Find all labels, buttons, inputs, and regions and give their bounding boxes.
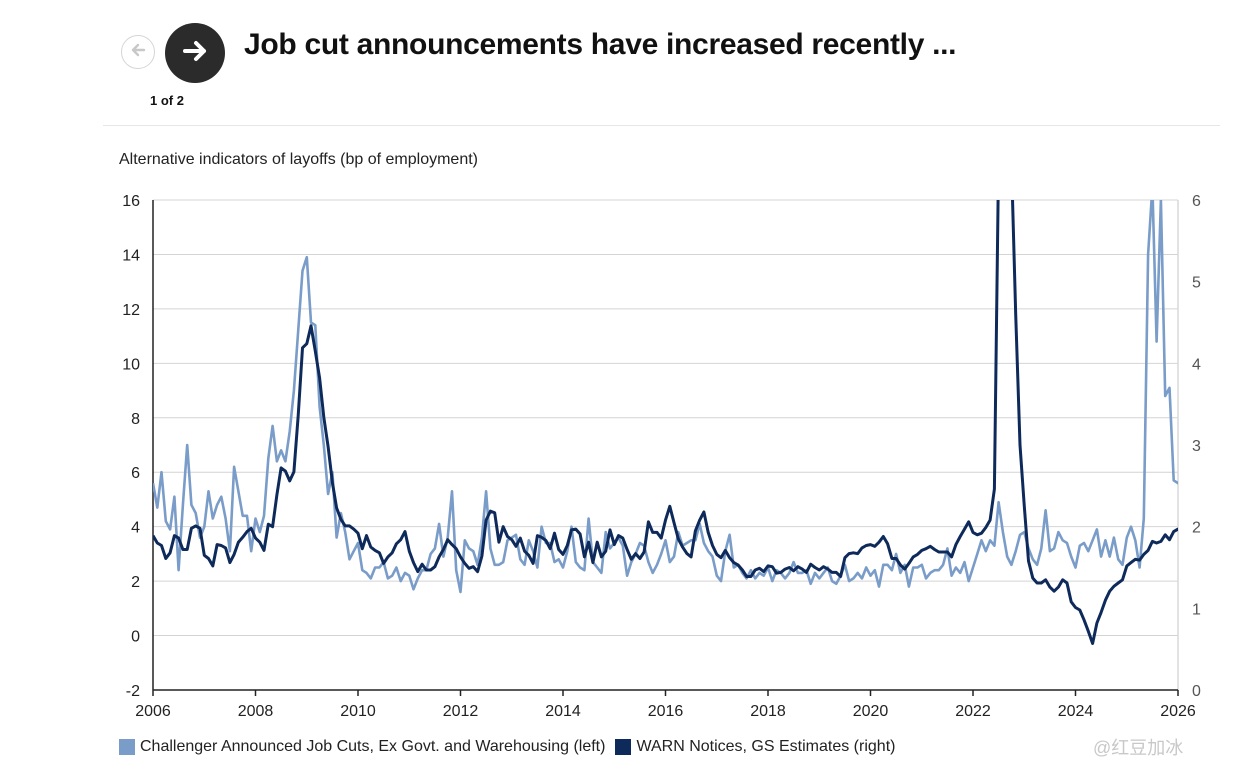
y-tick-label-left: -2 <box>126 683 140 700</box>
page-title: Job cut announcements have increased rec… <box>244 28 957 61</box>
watermark: @红豆加冰 <box>1093 734 1183 760</box>
x-tick-label: 2014 <box>545 703 581 720</box>
y-tick-label-left: 12 <box>122 302 140 319</box>
y-tick-label-left: 10 <box>122 356 140 373</box>
chart-subtitle: Alternative indicators of layoffs (bp of… <box>119 151 478 168</box>
watermark-text: @红豆加冰 <box>1093 738 1184 758</box>
arrow-right-icon <box>180 36 210 71</box>
y-tick-label-right: 1 <box>1192 601 1201 618</box>
y-tick-label-left: 0 <box>131 629 140 646</box>
y-tick-label-right: 3 <box>1192 438 1201 455</box>
legend-swatch-warn <box>615 739 632 755</box>
y-tick-label-left: 6 <box>131 465 140 482</box>
legend-swatch-challenger <box>119 739 135 755</box>
legend-label-warn: WARN Notices, GS Estimates (right) <box>636 738 896 755</box>
x-tick-label: 2026 <box>1160 703 1196 720</box>
legend-item-challenger: Challenger Announced Job Cuts, Ex Govt. … <box>119 738 605 756</box>
x-tick-label: 2008 <box>238 703 274 720</box>
previous-button[interactable] <box>121 35 155 69</box>
legend-item-warn: WARN Notices, GS Estimates (right) <box>615 738 895 756</box>
y-tick-label-left: 2 <box>131 574 140 591</box>
y-tick-label-right: 6 <box>1192 193 1201 210</box>
chart-legend: Challenger Announced Job Cuts, Ex Govt. … <box>119 738 905 756</box>
y-tick-label-left: 4 <box>131 520 140 537</box>
arrow-left-icon <box>129 41 147 64</box>
x-tick-label: 2022 <box>955 703 991 720</box>
divider <box>103 125 1220 126</box>
next-button[interactable] <box>165 23 225 83</box>
x-tick-label: 2010 <box>340 703 376 720</box>
y-tick-label-right: 5 <box>1192 275 1201 292</box>
x-tick-label: 2018 <box>750 703 786 720</box>
series-line-warn <box>153 200 1178 645</box>
legend-label-challenger: Challenger Announced Job Cuts, Ex Govt. … <box>140 738 606 755</box>
x-tick-label: 2006 <box>135 703 171 720</box>
y-tick-label-right: 4 <box>1192 356 1201 373</box>
y-tick-label-right: 0 <box>1192 683 1201 700</box>
y-tick-label-left: 16 <box>122 193 140 210</box>
pager-indicator: 1 of 2 <box>150 93 184 108</box>
x-tick-label: 2012 <box>443 703 479 720</box>
x-tick-label: 2024 <box>1058 703 1094 720</box>
y-tick-label-left: 14 <box>122 247 140 264</box>
x-tick-label: 2016 <box>648 703 684 720</box>
x-tick-label: 2020 <box>853 703 889 720</box>
series-line-challenger <box>153 200 1178 594</box>
y-tick-label-left: 8 <box>131 411 140 428</box>
y-tick-label-right: 2 <box>1192 520 1201 537</box>
